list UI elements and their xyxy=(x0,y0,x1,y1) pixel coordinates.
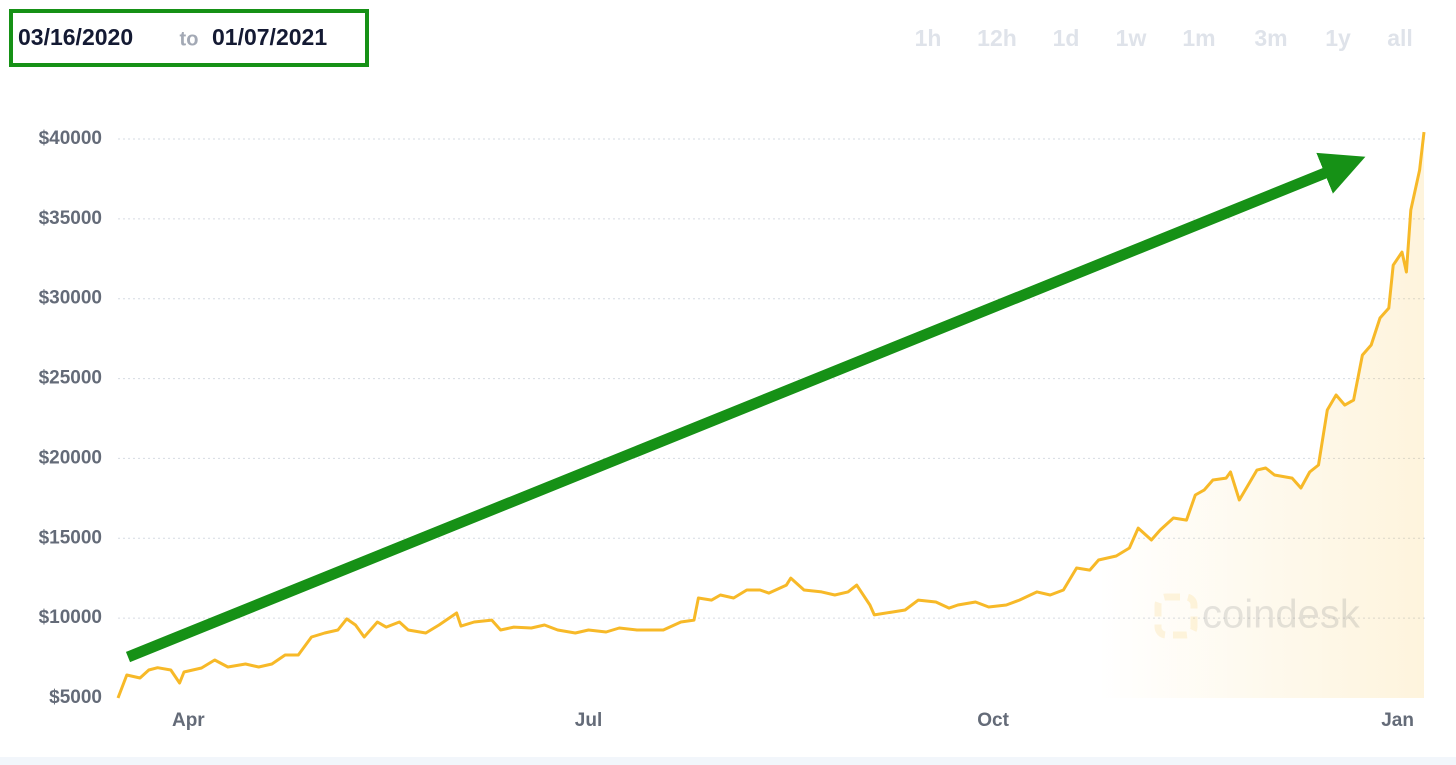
watermark: coindesk xyxy=(1154,593,1361,639)
x-tick-label: Apr xyxy=(172,710,205,731)
grid: $5000 $10000 $15000 $20000 $25000 $30000 $3500… xyxy=(39,128,1428,731)
price-area xyxy=(118,132,1424,699)
y-tick-label: $5000 xyxy=(49,687,102,708)
date-separator: to xyxy=(180,28,199,50)
date-to: 01/07/2021 xyxy=(212,24,327,50)
time-button[interactable]: 1d xyxy=(1053,25,1080,51)
time-buttons: 1h 12h 1d 1w 1m 3m 1y all xyxy=(915,25,1413,51)
x-tick-label: Jan xyxy=(1381,710,1414,731)
y-tick-label: $35000 xyxy=(39,208,102,229)
time-button[interactable]: 1w xyxy=(1116,25,1147,51)
marks xyxy=(116,131,1426,699)
time-button[interactable]: 1y xyxy=(1325,25,1351,51)
y-tick-label: $30000 xyxy=(39,288,102,309)
y-tick-label: $10000 xyxy=(39,607,102,628)
time-button[interactable]: 1m xyxy=(1182,25,1215,51)
time-button[interactable]: all xyxy=(1387,25,1413,51)
time-button[interactable]: 12h xyxy=(977,25,1017,51)
y-tick-label: $15000 xyxy=(39,527,102,548)
date-from: 03/16/2020 xyxy=(18,24,133,50)
bottom-strip xyxy=(0,757,1456,765)
y-tick-label: $20000 xyxy=(39,447,102,468)
y-tick-label: $25000 xyxy=(39,368,102,389)
x-tick-label: Oct xyxy=(977,710,1009,731)
time-button[interactable]: 1h xyxy=(915,25,942,51)
watermark-text: coindesk xyxy=(1202,593,1361,637)
date-range-box xyxy=(9,9,369,67)
x-tick-label: Jul xyxy=(575,710,602,731)
y-tick-label: $40000 xyxy=(39,128,102,149)
time-button[interactable]: 3m xyxy=(1254,25,1287,51)
price-line xyxy=(116,131,1426,699)
trend-arrow xyxy=(125,152,1366,663)
